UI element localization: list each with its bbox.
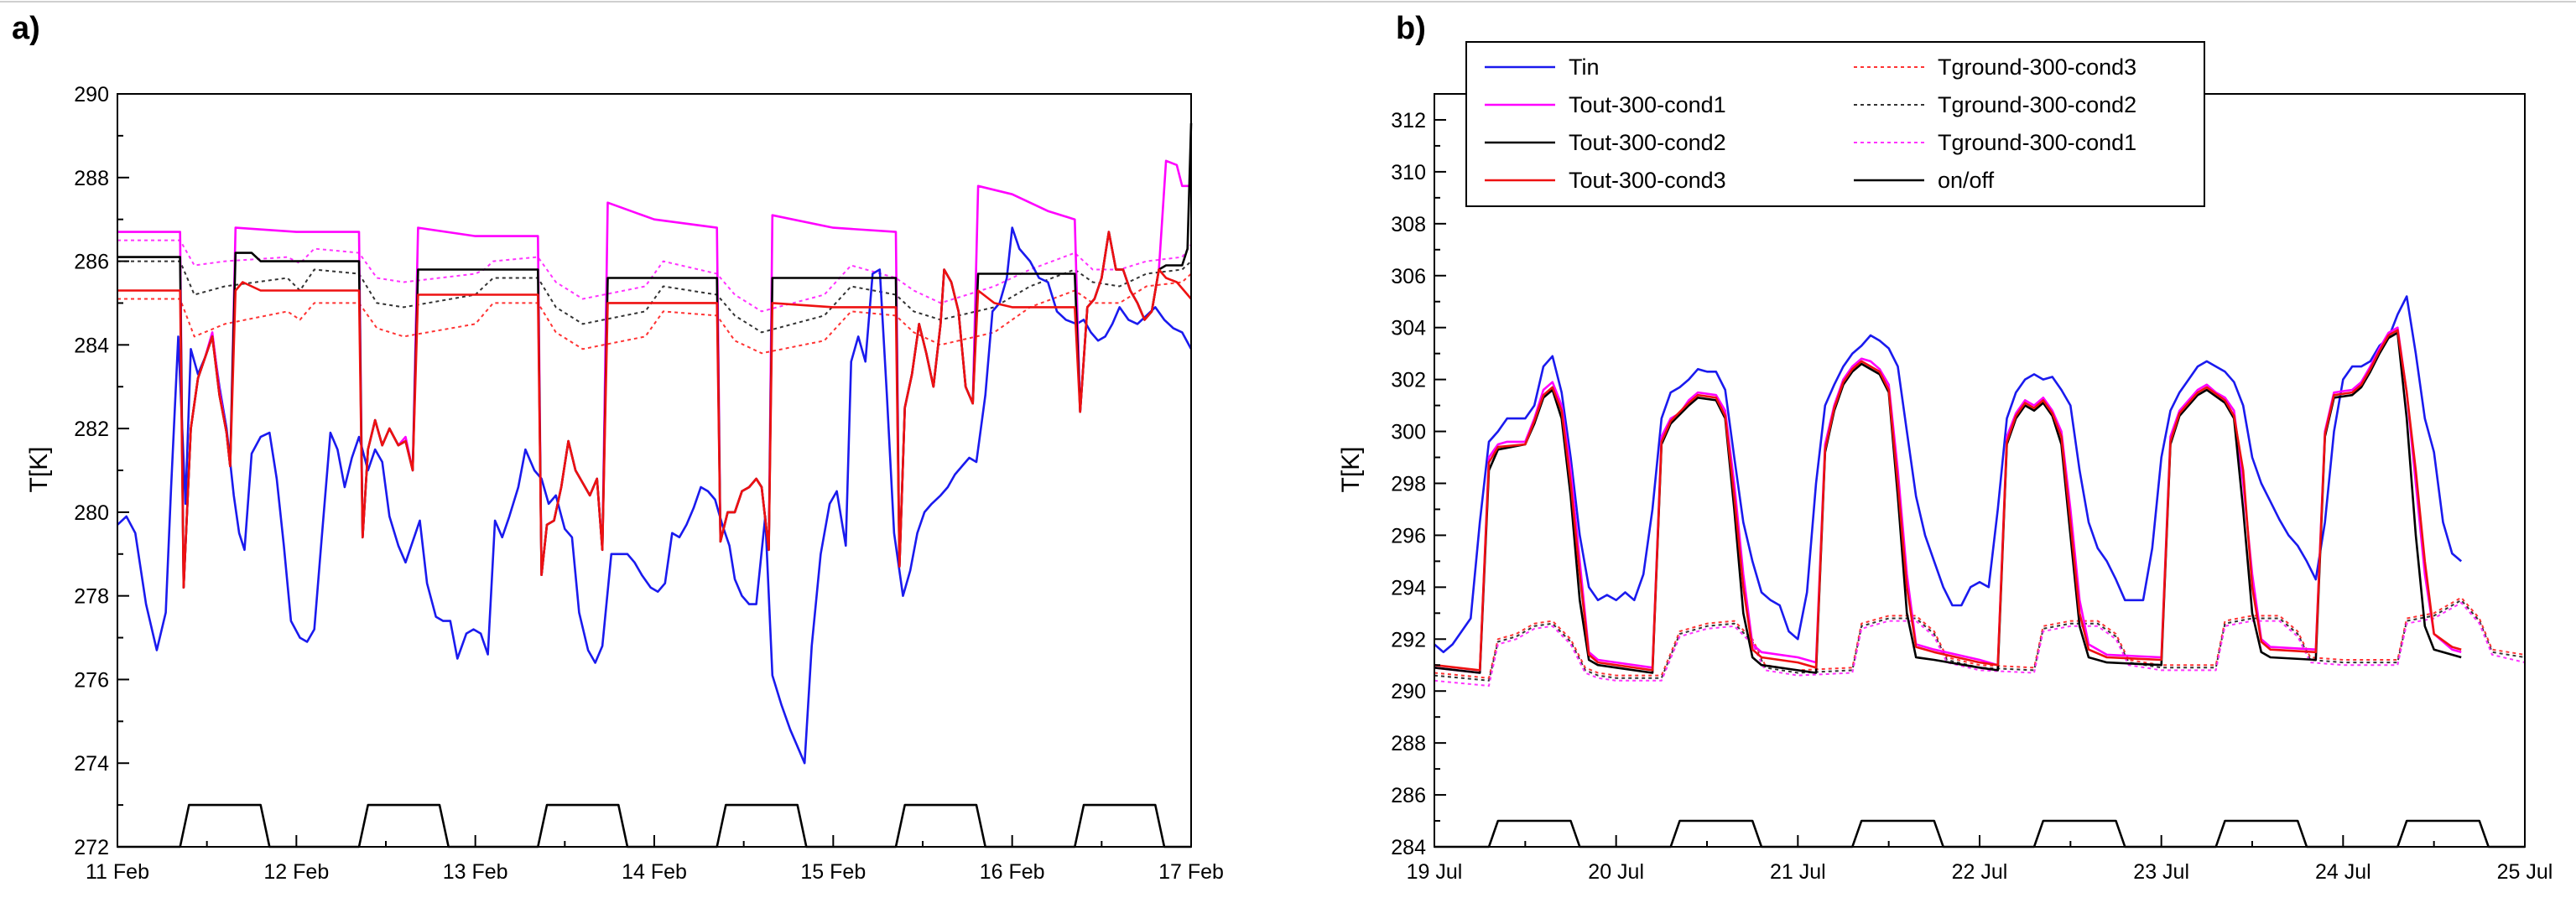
legend-label-tin: Tin (1569, 54, 1600, 80)
y-tick-label-a: 278 (74, 585, 109, 609)
legend-label-tout-300-cond3: Tout-300-cond3 (1569, 168, 1726, 193)
y-tick-label-b: 304 (1391, 317, 1426, 340)
series-b-tout-300-cond3 (1434, 329, 2462, 672)
x-tick-label-a: 16 Feb (980, 860, 1045, 884)
axes-b: 284 286 288 290 292 294 296 298 300 302 304 306 308 3… (1391, 93, 2553, 884)
series-a-tground-300-cond2 (117, 260, 1192, 334)
legend-label-on-off: on/off (1938, 168, 1995, 193)
y-tick-label-b: 284 (1391, 836, 1426, 859)
y-tick-label-b: 286 (1391, 784, 1426, 807)
series-a-tin (117, 226, 1193, 765)
y-tick-label-b: 296 (1391, 524, 1426, 548)
y-tick-label-b: 290 (1391, 680, 1426, 703)
x-tick-label-a: 15 Feb (800, 860, 866, 884)
legend-label-tground-300-cond1: Tground-300-cond1 (1938, 130, 2136, 155)
y-tick-label-b: 308 (1391, 213, 1426, 236)
axes-a: 272 274 276 278 280 282 284 286 288 290 11 Feb 12 F… (74, 83, 1224, 884)
panel-b: b) T[K] 284 286 288 290 292 294 296 298 300 302 30… (1337, 11, 2553, 884)
series-a-tground-300-cond1 (117, 239, 1192, 313)
x-tick-label-a: 14 Feb (622, 860, 687, 884)
y-tick-label-b: 288 (1391, 732, 1426, 755)
series-b-tground-300-cond3 (1434, 596, 2526, 679)
x-tick-label-a: 17 Feb (1158, 860, 1224, 884)
legend-label-tout-300-cond2: Tout-300-cond2 (1569, 130, 1726, 155)
series-b-tground-300-cond1 (1434, 601, 2526, 687)
y-tick-label-b: 292 (1391, 628, 1426, 651)
legend-label-tground-300-cond3: Tground-300-cond3 (1938, 54, 2136, 80)
y-tick-label-b: 298 (1391, 472, 1426, 496)
y-tick-label-b: 294 (1391, 576, 1426, 599)
x-tick-label-b: 21 Jul (1770, 860, 1826, 884)
x-tick-label-b: 25 Jul (2497, 860, 2553, 884)
legend: Tin Tout-300-cond1 Tout-300-cond2 Tout-300-… (1465, 41, 2205, 207)
y-tick-label-b: 300 (1391, 421, 1426, 444)
x-tick-label-a: 13 Feb (443, 860, 508, 884)
y-tick-label-a: 284 (74, 334, 109, 357)
panel-label-a: a) (12, 11, 40, 46)
y-tick-label-a: 280 (74, 501, 109, 525)
y-axis-label-b: T[K] (1337, 446, 1365, 492)
legend-label-tground-300-cond2: Tground-300-cond2 (1938, 92, 2136, 117)
y-tick-label-b: 302 (1391, 369, 1426, 392)
y-tick-label-a: 286 (74, 251, 109, 274)
y-tick-label-a: 290 (74, 83, 109, 106)
y-tick-label-b: 312 (1391, 109, 1426, 132)
y-axis-label-a: T[K] (25, 446, 53, 492)
panel-label-b: b) (1396, 11, 1426, 46)
panel-a: a) T[K] 272 274 276 278 280 282 284 286 288 290 11… (12, 11, 1224, 884)
x-tick-label-b: 24 Jul (2315, 860, 2371, 884)
y-tick-label-b: 306 (1391, 265, 1426, 288)
y-tick-label-a: 288 (74, 167, 109, 190)
x-tick-label-b: 20 Jul (1588, 860, 1644, 884)
y-tick-label-a: 276 (74, 668, 109, 692)
x-tick-label-a: 12 Feb (263, 860, 329, 884)
legend-box (1465, 41, 2205, 207)
series-a-tground-300-cond3 (117, 272, 1192, 355)
y-tick-label-a: 272 (74, 836, 109, 859)
series-b-tground-300-cond2 (1434, 599, 2526, 682)
series-a-tout-300-cond3 (117, 231, 1192, 589)
x-tick-label-a: 11 Feb (86, 860, 149, 884)
legend-label-tout-300-cond1: Tout-300-cond1 (1569, 92, 1726, 117)
x-tick-label-b: 19 Jul (1407, 860, 1463, 884)
series-b-tin (1434, 295, 2463, 654)
y-tick-label-a: 282 (74, 418, 109, 441)
x-tick-label-b: 22 Jul (1952, 860, 2008, 884)
y-tick-label-a: 274 (74, 752, 109, 776)
y-tick-label-b: 310 (1391, 161, 1426, 184)
x-tick-label-b: 23 Jul (2133, 860, 2189, 884)
